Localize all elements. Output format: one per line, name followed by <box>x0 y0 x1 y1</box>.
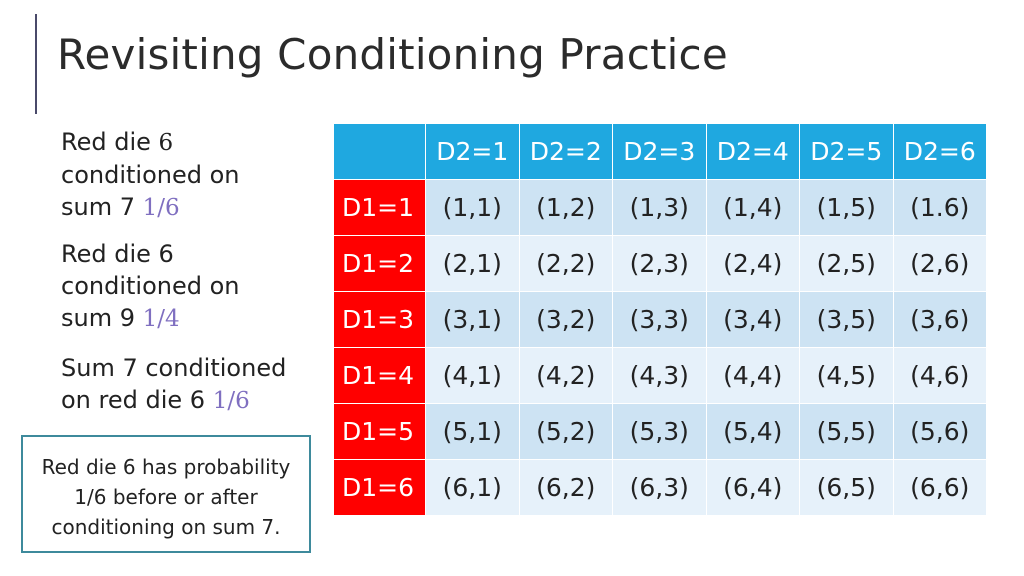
table-row: D1=1 (1,1) (1,2) (1,3) (1,4) (1,5) (1.6) <box>333 179 987 236</box>
note-box: Red die 6 has probability 1/6 before or … <box>21 435 311 553</box>
note-line: conditioning on sum 7. <box>51 515 281 539</box>
table-cell: (2,5) <box>799 235 894 292</box>
column-header: D2=6 <box>892 123 987 180</box>
table-cell: (5,4) <box>705 403 800 460</box>
table-cell: (5,3) <box>612 403 707 460</box>
table-cell: (5,6) <box>892 403 987 460</box>
table-cell: (6,4) <box>705 459 800 516</box>
bullet-fraction: 1/6 <box>142 195 180 221</box>
table-cell: (2,2) <box>518 235 613 292</box>
bullet-list: Red die 6 conditioned on sum 7 1/6 Red d… <box>61 126 321 434</box>
column-header: D2=1 <box>425 123 520 180</box>
title-accent-bar <box>35 14 37 114</box>
table-cell: (1,4) <box>705 179 800 236</box>
table-cell: (5,5) <box>799 403 894 460</box>
table-cell: (4,2) <box>518 347 613 404</box>
note-line: 1/6 before or after <box>74 485 258 509</box>
row-header: D1=3 <box>333 291 426 348</box>
table-row: D1=6 (6,1) (6,2) (6,3) (6,4) (6,5) (6,6) <box>333 459 987 516</box>
table-cell: (4,4) <box>705 347 800 404</box>
table-cell: (5,2) <box>518 403 613 460</box>
table-cell: (5,1) <box>425 403 520 460</box>
bullet-item: Sum 7 conditioned on red die 6 1/6 <box>61 352 321 417</box>
table-row: D1=5 (5,1) (5,2) (5,3) (5,4) (5,5) (5,6) <box>333 403 987 460</box>
table-cell: (2,3) <box>612 235 707 292</box>
row-header: D1=4 <box>333 347 426 404</box>
table-cell: (6,5) <box>799 459 894 516</box>
table-cell: (2,6) <box>892 235 987 292</box>
bullet-text: conditioned on <box>61 272 240 300</box>
table-cell: (4,1) <box>425 347 520 404</box>
column-header: D2=4 <box>705 123 800 180</box>
bullet-text: conditioned on <box>61 161 240 189</box>
table-row: D1=4 (4,1) (4,2) (4,3) (4,4) (4,5) (4,6) <box>333 347 987 404</box>
table-cell: (6,1) <box>425 459 520 516</box>
bullet-text: sum 9 <box>61 304 143 332</box>
bullet-fraction: 1/4 <box>142 306 180 332</box>
column-header: D2=3 <box>612 123 707 180</box>
table-cell: (4,3) <box>612 347 707 404</box>
bullet-item: Red die 6 conditioned on sum 9 1/4 <box>61 238 321 335</box>
row-header: D1=2 <box>333 235 426 292</box>
table-cell: (6,6) <box>892 459 987 516</box>
bullet-text: Red die 6 <box>61 240 174 268</box>
table-cell: (2,4) <box>705 235 800 292</box>
bullet-fraction: 1/6 <box>212 388 250 414</box>
table-header-row: D2=1 D2=2 D2=3 D2=4 D2=5 D2=6 <box>333 123 987 180</box>
table-cell: (6,2) <box>518 459 613 516</box>
note-line: Red die 6 has probability <box>41 455 291 479</box>
table-cell: (1,1) <box>425 179 520 236</box>
table-cell: (4,6) <box>892 347 987 404</box>
table-cell: (3,6) <box>892 291 987 348</box>
row-header: D1=6 <box>333 459 426 516</box>
bullet-text: sum 7 <box>61 193 143 221</box>
table-cell: (1,3) <box>612 179 707 236</box>
bullet-text: 6 <box>158 130 174 156</box>
table-cell: (1,2) <box>518 179 613 236</box>
table-cell: (3,5) <box>799 291 894 348</box>
table-cell: (4,5) <box>799 347 894 404</box>
bullet-item: Red die 6 conditioned on sum 7 1/6 <box>61 126 321 224</box>
table-cell: (3,4) <box>705 291 800 348</box>
bullet-text: Red die <box>61 128 159 156</box>
table-cell: (1,5) <box>799 179 894 236</box>
row-header: D1=1 <box>333 179 426 236</box>
bullet-text: on red die 6 <box>61 386 213 414</box>
table-cell: (3,3) <box>612 291 707 348</box>
table-cell: (3,2) <box>518 291 613 348</box>
bullet-text: Sum 7 conditioned <box>61 354 287 382</box>
row-header: D1=5 <box>333 403 426 460</box>
column-header: D2=2 <box>518 123 613 180</box>
table-row: D1=3 (3,1) (3,2) (3,3) (3,4) (3,5) (3,6) <box>333 291 987 348</box>
column-header: D2=5 <box>799 123 894 180</box>
table-cell: (6,3) <box>612 459 707 516</box>
table-cell: (2,1) <box>425 235 520 292</box>
table-row: D1=2 (2,1) (2,2) (2,3) (2,4) (2,5) (2,6) <box>333 235 987 292</box>
table-cell: (1.6) <box>892 179 987 236</box>
table-cell: (3,1) <box>425 291 520 348</box>
outcome-table: D2=1 D2=2 D2=3 D2=4 D2=5 D2=6 D1=1 (1,1)… <box>333 123 987 516</box>
slide-title: Revisiting Conditioning Practice <box>57 30 728 79</box>
table-corner-cell <box>333 123 426 180</box>
